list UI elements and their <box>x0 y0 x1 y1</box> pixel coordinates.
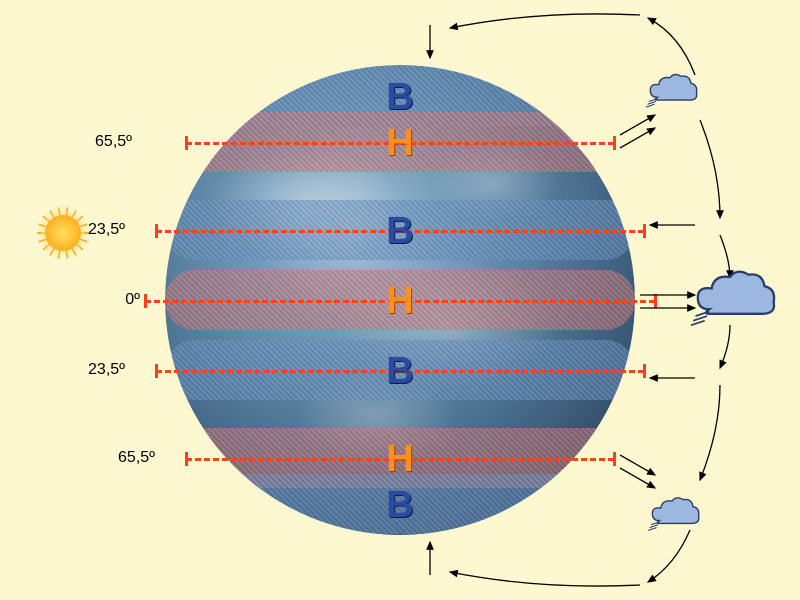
pressure-letter-B: B <box>386 352 413 390</box>
pressure-letter-B: B <box>386 486 413 524</box>
latitude-label: 23,5º <box>75 361 125 379</box>
cloud-icon <box>691 272 774 326</box>
cloud-icon <box>648 498 699 531</box>
latitude-label: 23,5º <box>75 221 125 239</box>
latitude-label: 65,5º <box>105 449 155 467</box>
latitude-label: 65,5º <box>82 133 132 151</box>
pressure-letter-B: B <box>386 212 413 250</box>
pressure-letter-H: H <box>386 124 413 162</box>
pressure-letter-H: H <box>386 440 413 478</box>
diagram-canvas: 65,5º 23,5º 0º 23,5º 65,5º BHBHBHB <box>0 0 800 600</box>
pressure-letter-B: B <box>386 78 413 116</box>
pressure-letter-H: H <box>386 282 413 320</box>
cloud-icon <box>646 75 697 108</box>
latitude-label: 0º <box>90 291 140 309</box>
